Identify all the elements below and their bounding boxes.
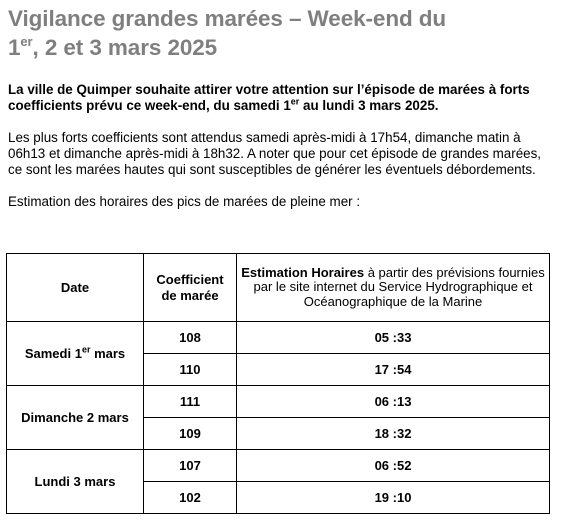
table-header-row: Date Coefficient de marée Estimation Hor… bbox=[6, 253, 550, 322]
lead-sup: er bbox=[290, 96, 300, 107]
day-label-rest: mars bbox=[90, 346, 126, 361]
day-cell-saturday: Samedi 1er mars bbox=[6, 321, 144, 386]
title-line1: Vigilance grandes marées – Week-end du bbox=[8, 6, 447, 31]
lead-part2: au lundi 3 mars 2025. bbox=[299, 98, 439, 113]
time-cell: 17 :54 bbox=[236, 353, 550, 386]
table-row: 102 19 :10 bbox=[7, 481, 550, 514]
day-label: Samedi 1 bbox=[24, 346, 82, 361]
time-cell: 19 :10 bbox=[236, 481, 550, 514]
header-time-rest: à partir des prévisions fournies par le … bbox=[253, 264, 545, 309]
coef-cell: 111 bbox=[143, 385, 237, 418]
title-line2-num: 1 bbox=[8, 35, 21, 60]
table-row: Dimanche 2 mars 111 06 :13 bbox=[6, 385, 550, 450]
header-coef-line2: de marée bbox=[161, 287, 219, 303]
document: Vigilance grandes marées – Week-end du 1… bbox=[8, 4, 558, 210]
coef-cell: 109 bbox=[143, 417, 237, 450]
day-cell-monday: Lundi 3 mars bbox=[6, 449, 144, 514]
coef-cell: 107 bbox=[143, 449, 237, 482]
header-date: Date bbox=[6, 253, 144, 322]
time-cell: 06 :13 bbox=[236, 385, 550, 418]
lead-paragraph: La ville de Quimper souhaite attirer vot… bbox=[8, 82, 558, 114]
header-coef-line1: Coefficient bbox=[156, 271, 224, 287]
day-label-sup: er bbox=[81, 344, 91, 355]
coef-cell: 108 bbox=[143, 321, 237, 354]
time-cell: 18 :32 bbox=[236, 417, 550, 450]
tide-table: Date Coefficient de marée Estimation Hor… bbox=[6, 253, 550, 514]
lead-part1: La ville de Quimper souhaite attirer vot… bbox=[8, 82, 530, 113]
coef-cell: 110 bbox=[143, 353, 237, 386]
title-line2-sup: er bbox=[20, 33, 33, 49]
time-cell: 05 :33 bbox=[236, 321, 550, 354]
time-cell: 06 :52 bbox=[236, 449, 550, 482]
title-line2-rest: , 2 et 3 mars 2025 bbox=[32, 35, 218, 60]
coef-cell: 102 bbox=[143, 481, 237, 514]
table-row: Lundi 3 mars 107 06 :52 bbox=[6, 449, 550, 514]
header-coefficient: Coefficient de marée bbox=[143, 253, 237, 322]
table-row: Samedi 1er mars 108 05 :33 bbox=[6, 321, 550, 386]
day-cell-sunday: Dimanche 2 mars bbox=[6, 385, 144, 450]
header-time-bold: Estimation Horaires bbox=[241, 264, 365, 280]
header-time: Estimation Horaires à partir des prévisi… bbox=[236, 253, 550, 322]
page-title: Vigilance grandes marées – Week-end du 1… bbox=[8, 4, 558, 62]
table-intro: Estimation des horaires des pics de maré… bbox=[8, 194, 361, 209]
body-paragraph: Les plus forts coefficients sont attendu… bbox=[8, 130, 542, 177]
